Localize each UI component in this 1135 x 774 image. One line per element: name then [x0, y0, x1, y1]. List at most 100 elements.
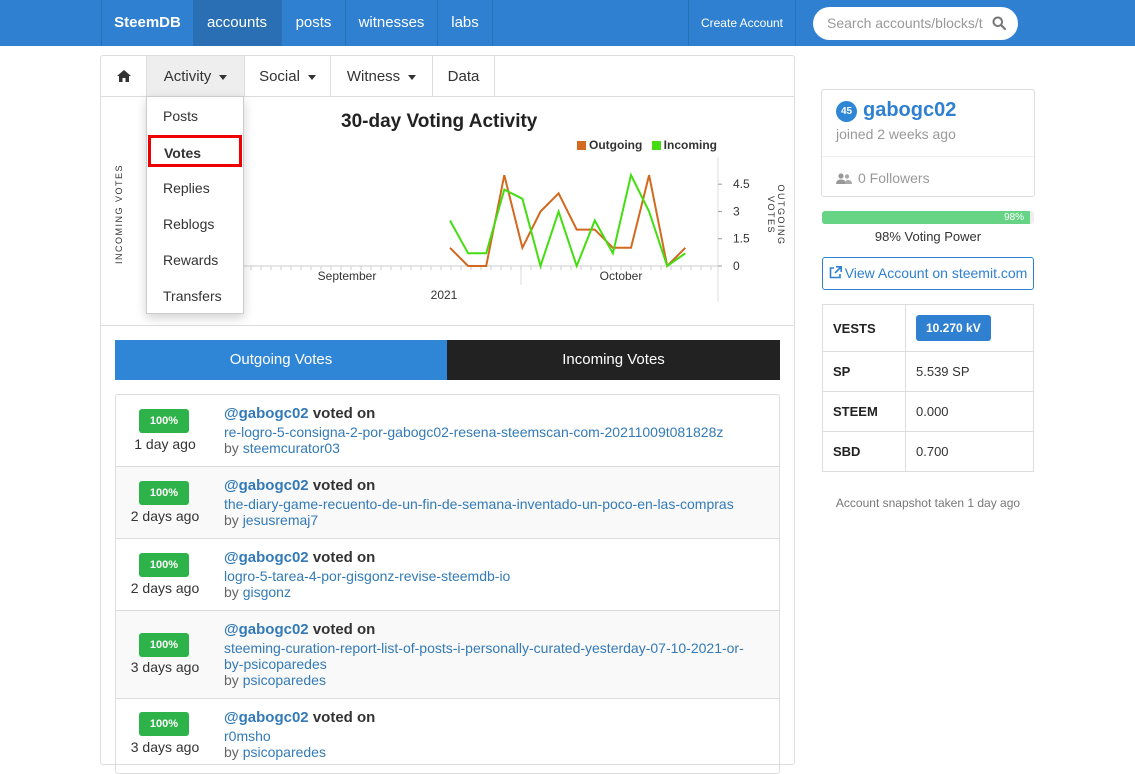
stat-value: 0.700 [905, 431, 1034, 472]
vote-voter: @gabogc02 voted on [224, 477, 375, 494]
voting-power-fill [822, 211, 1030, 224]
tab-social-label: Social [259, 68, 300, 85]
legend-incoming-swatch [651, 141, 661, 151]
permlink-link[interactable]: re-logro-5-consigna-2-por-gabogc02-resen… [224, 424, 724, 440]
stat-key: VESTS [822, 304, 906, 352]
stat-key: SP [822, 351, 906, 392]
menu-item-rewards[interactable]: Rewards [163, 252, 219, 268]
voter-link[interactable]: @gabogc02 [224, 549, 309, 566]
series-line-outgoing [449, 174, 687, 269]
menu-item-posts[interactable]: Posts [163, 108, 199, 124]
vote-time: 1 day ago [134, 436, 196, 452]
vote-voter: @gabogc02 voted on [224, 621, 375, 638]
vote-time: 3 days ago [130, 659, 200, 675]
y-tick-label: 1.5 [733, 232, 750, 246]
chart-legend: Outgoing Incoming [577, 138, 717, 152]
stat-key: STEEM [822, 391, 906, 432]
account-tabs: Activity Social Witness Data [101, 56, 794, 97]
username-link[interactable]: gabogc02 [863, 99, 957, 121]
voting-power-label: 98% Voting Power [874, 229, 982, 244]
legend-outgoing-swatch [577, 141, 586, 151]
x-label-year: 2021 [431, 288, 458, 302]
caret-down-icon [219, 74, 228, 80]
voter-link[interactable]: @gabogc02 [224, 709, 309, 726]
vote-action: voted on [312, 549, 376, 566]
nav-witnesses[interactable]: witnesses [345, 0, 437, 46]
permlink-link[interactable]: logro-5-tarea-4-por-gisgonz-revise-steem… [224, 568, 511, 584]
voter-link[interactable]: @gabogc02 [224, 621, 309, 638]
vote-weight-badge: 100% [139, 409, 189, 433]
menu-item-votes[interactable]: Votes [148, 135, 242, 167]
stat-key: SBD [822, 431, 906, 472]
tab-activity[interactable]: Activity [147, 56, 245, 97]
tab-witness[interactable]: Witness [331, 56, 433, 97]
stats-row: SP 5.539 SP [822, 351, 1034, 392]
author-link[interactable]: gisgonz [242, 584, 291, 600]
view-on-steemit-button[interactable]: View Account on steemit.com [822, 257, 1034, 290]
tab-outgoing-votes[interactable]: Outgoing Votes [115, 340, 447, 380]
voter-link[interactable]: @gabogc02 [224, 405, 309, 422]
chart-plot: 4.5 3 1.5 0 September October 2021 [240, 157, 750, 302]
author-link[interactable]: psicoparedes [242, 672, 326, 688]
x-label-september: September [318, 269, 377, 283]
vote-voter: @gabogc02 voted on [224, 709, 375, 726]
tab-incoming-votes[interactable]: Incoming Votes [447, 340, 780, 380]
vote-action: voted on [312, 621, 376, 638]
vote-weight-badge: 100% [139, 481, 189, 505]
menu-item-transfers[interactable]: Transfers [163, 288, 222, 304]
by-label: by [224, 440, 239, 456]
vote-time: 3 days ago [130, 739, 200, 755]
brand-link[interactable]: SteemDB [101, 0, 193, 46]
voter-link[interactable]: @gabogc02 [224, 477, 309, 494]
permlink-link[interactable]: steeming-curation-report-list-of-posts-i… [224, 640, 744, 672]
tab-witness-label: Witness [346, 68, 401, 85]
reputation-badge: 45 [836, 101, 857, 122]
nav-accounts[interactable]: accounts [193, 0, 281, 46]
chart-title: 30-day Voting Activity [341, 111, 538, 132]
nav-posts[interactable]: posts [281, 0, 345, 46]
view-account-label: View Account on steemit.com [844, 265, 1028, 281]
tab-data[interactable]: Data [433, 56, 495, 97]
tab-social[interactable]: Social [245, 56, 331, 97]
top-navbar: SteemDB accounts posts witnesses labs Cr… [0, 0, 1135, 46]
caret-down-icon [408, 74, 417, 80]
legend-outgoing[interactable]: Outgoing [589, 138, 643, 152]
list-item: 100% 2 days ago @gabogc02 voted on logro… [116, 539, 779, 611]
nav-labs[interactable]: labs [437, 0, 493, 46]
search-input[interactable] [825, 14, 985, 32]
vote-action: voted on [312, 405, 376, 422]
vote-author: by psicoparedes [224, 672, 326, 688]
create-account-link[interactable]: Create Account [688, 0, 796, 46]
x-label-october: October [600, 269, 643, 283]
author-link[interactable]: psicoparedes [242, 744, 326, 760]
list-item: 100% 3 days ago @gabogc02 voted on steem… [116, 611, 779, 699]
vote-time: 2 days ago [130, 508, 200, 524]
profile-card: 45 gabogc02 joined 2 weeks ago 0 Followe… [821, 89, 1035, 197]
permlink-link[interactable]: r0msho [224, 728, 271, 744]
legend-incoming[interactable]: Incoming [663, 138, 718, 152]
activity-dropdown-menu: Posts Votes Replies Reblogs Rewards Tran… [146, 96, 244, 314]
voting-power-badge: 98% [1003, 212, 1024, 223]
tab-data-label: Data [447, 68, 480, 85]
menu-item-reblogs[interactable]: Reblogs [163, 216, 215, 232]
permlink-link[interactable]: the-diary-game-recuento-de-un-fin-de-sem… [224, 496, 734, 512]
author-link[interactable]: jesusremaj7 [242, 512, 319, 528]
vote-action: voted on [312, 709, 376, 726]
author-link[interactable]: steemcurator03 [242, 440, 340, 456]
stat-value: 10.270 kV [906, 305, 1034, 352]
stats-row: VESTS 10.270 kV [822, 304, 1034, 352]
stat-value: 5.539 SP [905, 351, 1034, 392]
vote-voter: @gabogc02 voted on [224, 549, 375, 566]
vote-weight-badge: 100% [139, 712, 189, 736]
menu-item-replies[interactable]: Replies [163, 180, 210, 196]
users-icon [836, 173, 852, 184]
vote-weight-badge: 100% [139, 633, 189, 657]
y-tick-label: 0 [733, 259, 740, 273]
search-icon[interactable] [992, 16, 1006, 30]
tab-home[interactable] [101, 56, 147, 97]
vote-author: by gisgonz [224, 584, 291, 600]
y-tick-label: 4.5 [733, 177, 750, 191]
by-label: by [224, 672, 239, 688]
by-label: by [224, 584, 239, 600]
followers-count[interactable]: 0 Followers [836, 170, 930, 186]
